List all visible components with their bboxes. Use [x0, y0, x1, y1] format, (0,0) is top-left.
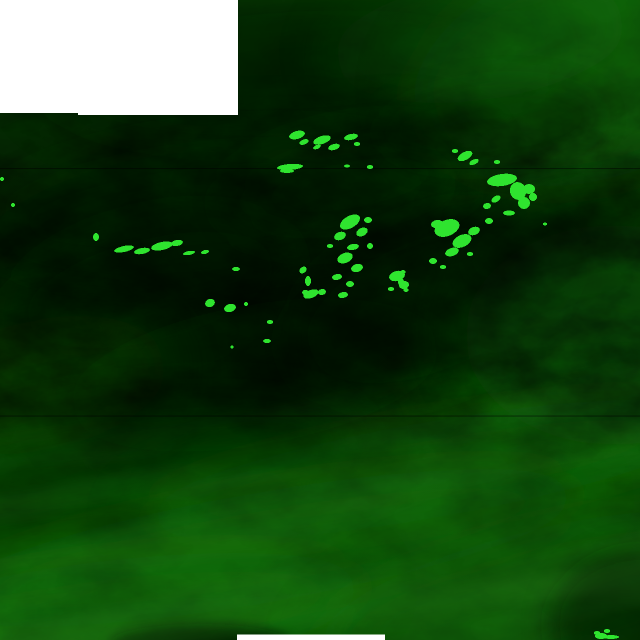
bright-patch	[205, 298, 215, 308]
bright-patch	[403, 288, 409, 292]
bright-patch	[469, 158, 479, 166]
bright-patch	[134, 247, 150, 255]
bright-patch	[468, 226, 480, 236]
bright-patch	[452, 149, 458, 153]
bright-patch	[356, 227, 368, 237]
bright-patch	[114, 245, 134, 253]
bright-patch	[337, 252, 353, 264]
bright-patch	[344, 164, 350, 168]
bright-patch	[503, 210, 515, 216]
bright-patch	[299, 266, 307, 274]
bright-patch	[485, 218, 493, 224]
bright-patch	[313, 144, 321, 150]
bright-patch	[452, 234, 472, 248]
bright-patch	[263, 339, 271, 343]
bright-patch	[224, 303, 236, 313]
bright-patch	[351, 263, 363, 273]
bright-patch	[232, 267, 240, 271]
bright-patch	[445, 247, 459, 257]
tile-seam-lines	[0, 168, 640, 417]
bright-patch	[327, 244, 333, 248]
bright-patch	[518, 197, 530, 209]
bright-patch	[399, 280, 409, 290]
bright-patch	[313, 135, 331, 145]
bright-patch	[457, 150, 473, 162]
bright-patch	[334, 231, 346, 241]
bright-patch	[367, 165, 373, 169]
bright-patch	[267, 320, 273, 324]
bright-patch	[389, 270, 405, 282]
bright-patch	[543, 222, 547, 226]
bright-patch	[429, 258, 437, 264]
bright-patch	[171, 239, 183, 247]
bright-patch	[289, 130, 305, 140]
bright-patch	[388, 287, 394, 291]
bright-patch	[509, 182, 527, 200]
bright-patch	[11, 203, 15, 207]
bright-patch	[346, 281, 354, 287]
bright-patch	[201, 249, 209, 255]
bright-patch	[244, 302, 248, 306]
bright-patch	[305, 276, 311, 286]
bright-patch	[487, 173, 517, 187]
bright-patch	[93, 233, 99, 241]
bright-patch	[354, 142, 360, 146]
bright-patch	[604, 629, 610, 633]
bright-patch	[0, 177, 4, 181]
bright-patch	[280, 169, 294, 173]
bright-patch	[494, 160, 500, 164]
bright-patch	[303, 289, 319, 299]
bright-patch	[328, 143, 340, 151]
bright-patch	[491, 195, 501, 203]
bright-patch	[431, 219, 443, 229]
bright-patch	[483, 202, 491, 210]
bright-patch	[332, 273, 342, 281]
bright-patch	[529, 193, 537, 201]
seam-line	[0, 415, 640, 417]
bright-patch	[367, 243, 373, 249]
bright-patch	[318, 288, 326, 296]
bright-patch	[340, 214, 360, 230]
bright-patch	[603, 635, 619, 639]
bright-patch	[230, 345, 234, 349]
bright-patch	[594, 631, 600, 635]
bottom-data-gap	[237, 634, 385, 640]
seam-line	[0, 168, 640, 170]
missing-data-tile	[0, 0, 238, 115]
bright-patch	[347, 243, 359, 251]
bright-patch	[364, 217, 372, 223]
bright-patch	[467, 252, 473, 256]
bright-patch	[277, 163, 303, 171]
diagonal-light-streaks	[0, 325, 640, 640]
bright-patch	[440, 265, 446, 269]
bright-patch	[183, 250, 195, 256]
bright-patch	[338, 291, 348, 299]
bright-cloud-patches	[0, 130, 619, 639]
bright-patch	[299, 139, 309, 145]
bright-patch	[344, 133, 358, 141]
bright-patch	[523, 184, 535, 194]
bright-patch	[151, 241, 173, 251]
